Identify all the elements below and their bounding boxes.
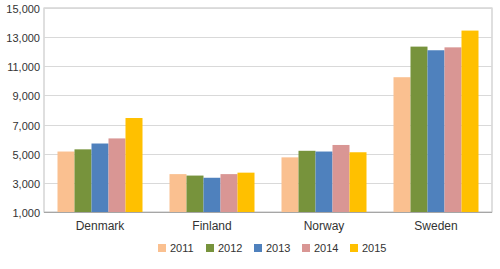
bar [428, 50, 445, 212]
legend-label: 2012 [218, 242, 242, 254]
bar [238, 173, 255, 212]
grid-line [44, 8, 492, 9]
chart-container: 1,000 3,000 5,000 7,000 9,000 11,000 13,000 15,… [0, 0, 500, 269]
bar [316, 152, 333, 212]
legend-swatch [350, 244, 358, 252]
bar [58, 152, 75, 212]
bar [92, 144, 109, 212]
x-tick-label: Finland [192, 219, 231, 233]
y-tick-label: 1,000 [12, 207, 40, 219]
grid-line [44, 212, 492, 213]
bar [333, 145, 350, 212]
legend-swatch [254, 244, 262, 252]
bar [126, 118, 143, 212]
bar [411, 47, 428, 212]
bar [350, 152, 367, 212]
y-tick-label: 3,000 [12, 178, 40, 190]
bar [462, 31, 479, 212]
x-tick-label: Sweden [414, 219, 457, 233]
legend-label: 2011 [170, 242, 194, 254]
grid-line [44, 37, 492, 38]
bar [109, 138, 126, 212]
bar [221, 174, 238, 212]
bar [299, 151, 316, 212]
y-tick-label: 15,000 [6, 3, 40, 15]
legend-label: 2015 [362, 242, 386, 254]
legend-swatch [206, 244, 214, 252]
bar [445, 47, 462, 212]
plot-frame [44, 8, 492, 212]
y-tick-label: 13,000 [6, 32, 40, 44]
bar [187, 176, 204, 212]
bar [170, 174, 187, 212]
x-tick-label: Norway [304, 219, 345, 233]
legend-swatch [302, 244, 310, 252]
y-tick-label: 11,000 [7, 61, 40, 73]
legend-label: 2013 [266, 242, 290, 254]
y-tick-label: 7,000 [12, 120, 40, 132]
x-tick-label: Denmark [76, 219, 126, 233]
y-tick-label: 5,000 [12, 149, 40, 161]
chart: 1,000 3,000 5,000 7,000 9,000 11,000 13,000 15,… [0, 0, 500, 269]
legend-swatch [158, 244, 166, 252]
bar [75, 149, 92, 212]
y-tick-label: 9,000 [12, 90, 40, 102]
x-axis-line [44, 212, 492, 213]
bar [394, 77, 411, 212]
legend-label: 2014 [314, 242, 338, 254]
bar [282, 157, 299, 212]
legend: 2011 2012 2013 2014 2015 [158, 242, 386, 254]
bar [204, 178, 221, 212]
bars [58, 31, 479, 212]
